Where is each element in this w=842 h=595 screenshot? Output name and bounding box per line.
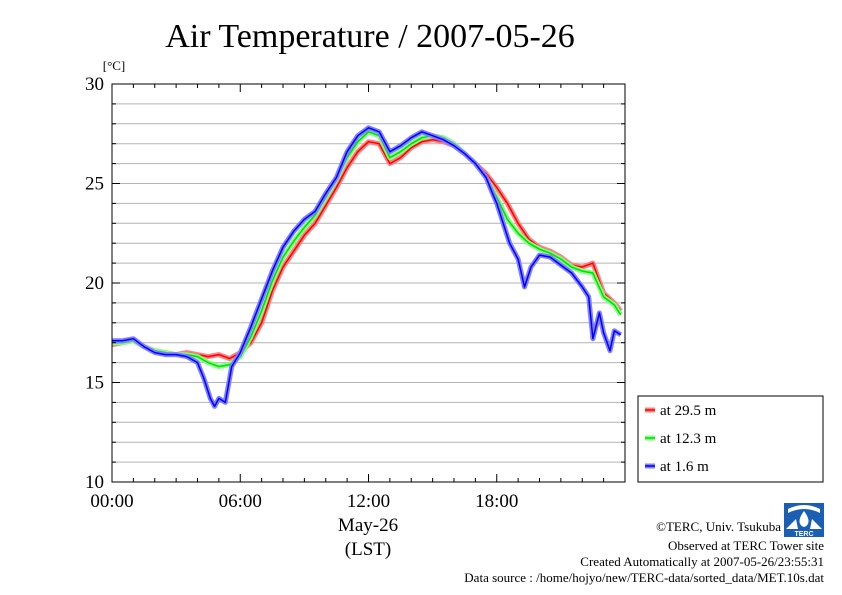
y-axis-ticks: 10 15 20 25 30 — [85, 74, 625, 493]
x-tick-label: 12:00 — [347, 491, 390, 512]
terc-logo: TERC — [784, 503, 824, 538]
series-line — [112, 127, 622, 408]
gridlines — [112, 103, 625, 463]
water-drop-icon — [799, 511, 809, 527]
series-lines — [111, 125, 623, 409]
legend-label: at 1.6 m — [660, 459, 709, 475]
chart-title: Air Temperature / 2007-05-26 — [165, 18, 575, 55]
observed-text: Observed at TERC Tower site — [668, 538, 824, 553]
y-tick-label: 30 — [85, 74, 104, 95]
x-tick-label: 18:00 — [475, 491, 518, 512]
legend-label: at 12.3 m — [660, 431, 717, 447]
y-tick-label: 10 — [85, 472, 104, 493]
copyright-text: ©TERC, Univ. Tsukuba — [656, 519, 781, 534]
x-axis-label-lst: (LST) — [345, 539, 391, 560]
x-tick-label: 06:00 — [219, 491, 262, 512]
source-text: Data source : /home/hojyo/new/TERC-data/… — [464, 570, 824, 585]
logo-text: TERC — [794, 531, 813, 538]
series-line — [112, 131, 622, 368]
x-tick-label: 00:00 — [90, 491, 133, 512]
y-axis-label: [°C] — [103, 58, 126, 73]
x-axis-ticks: 00:00 06:00 12:00 18:00 — [90, 84, 626, 512]
legend-label: at 29.5 m — [660, 403, 717, 419]
y-tick-label: 25 — [85, 174, 104, 195]
created-text: Created Automatically at 2007-05-26/23:5… — [580, 554, 824, 569]
legend: at 29.5 m at 12.3 m at 1.6 m — [637, 395, 824, 483]
y-tick-label: 20 — [85, 273, 104, 294]
y-tick-label: 15 — [85, 373, 104, 394]
x-axis-label-date: May-26 — [338, 515, 398, 536]
